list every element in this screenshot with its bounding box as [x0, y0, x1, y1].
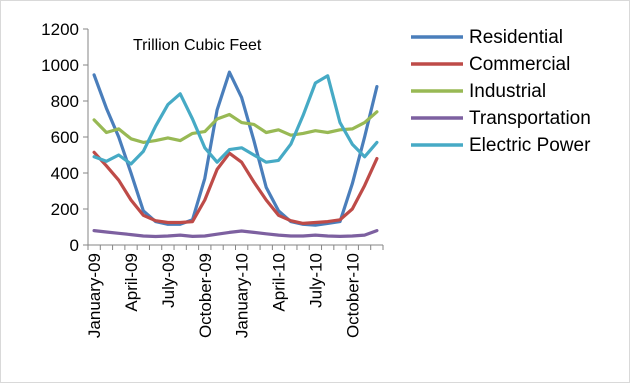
x-tick-label: April-10	[270, 253, 289, 312]
x-tick-label: October-09	[196, 253, 215, 338]
series-line-electric-power	[92, 74, 379, 166]
series-line-transportation	[92, 229, 379, 239]
units-annotation: Trillion Cubic Feet	[133, 37, 262, 54]
legend: Residential Commercial Industrial Transport…	[411, 27, 591, 156]
x-tick-label: January-09	[85, 253, 104, 338]
series-line-commercial	[92, 150, 379, 225]
y-tick-label: 800	[51, 92, 79, 111]
series-layer	[92, 70, 379, 239]
y-tick-label: 400	[51, 164, 79, 183]
x-axis: January-09 April-09 July-09 October-09 Janua…	[85, 244, 384, 338]
x-tick-label: July-09	[159, 253, 178, 308]
y-tick-label: 1200	[41, 20, 79, 39]
x-tick-label: July-10	[306, 253, 325, 308]
legend-label: Residential	[469, 27, 563, 48]
y-tick-label: 200	[51, 200, 79, 219]
legend-label: Industrial	[469, 81, 546, 102]
legend-label: Electric Power	[469, 135, 591, 156]
x-tick-label: January-10	[233, 253, 252, 338]
series-line-industrial	[92, 110, 379, 144]
series-line-residential	[92, 70, 379, 227]
y-axis: 0 200 400 600 800 1000 1200	[41, 20, 89, 255]
legend-label: Commercial	[469, 54, 570, 75]
y-tick-label: 0	[70, 236, 79, 255]
y-tick-label: 1000	[41, 56, 79, 75]
x-tick-label: April-09	[122, 253, 141, 312]
legend-label: Transportation	[469, 108, 591, 129]
x-tick-label: October-10	[343, 253, 362, 338]
y-tick-label: 600	[51, 128, 79, 147]
